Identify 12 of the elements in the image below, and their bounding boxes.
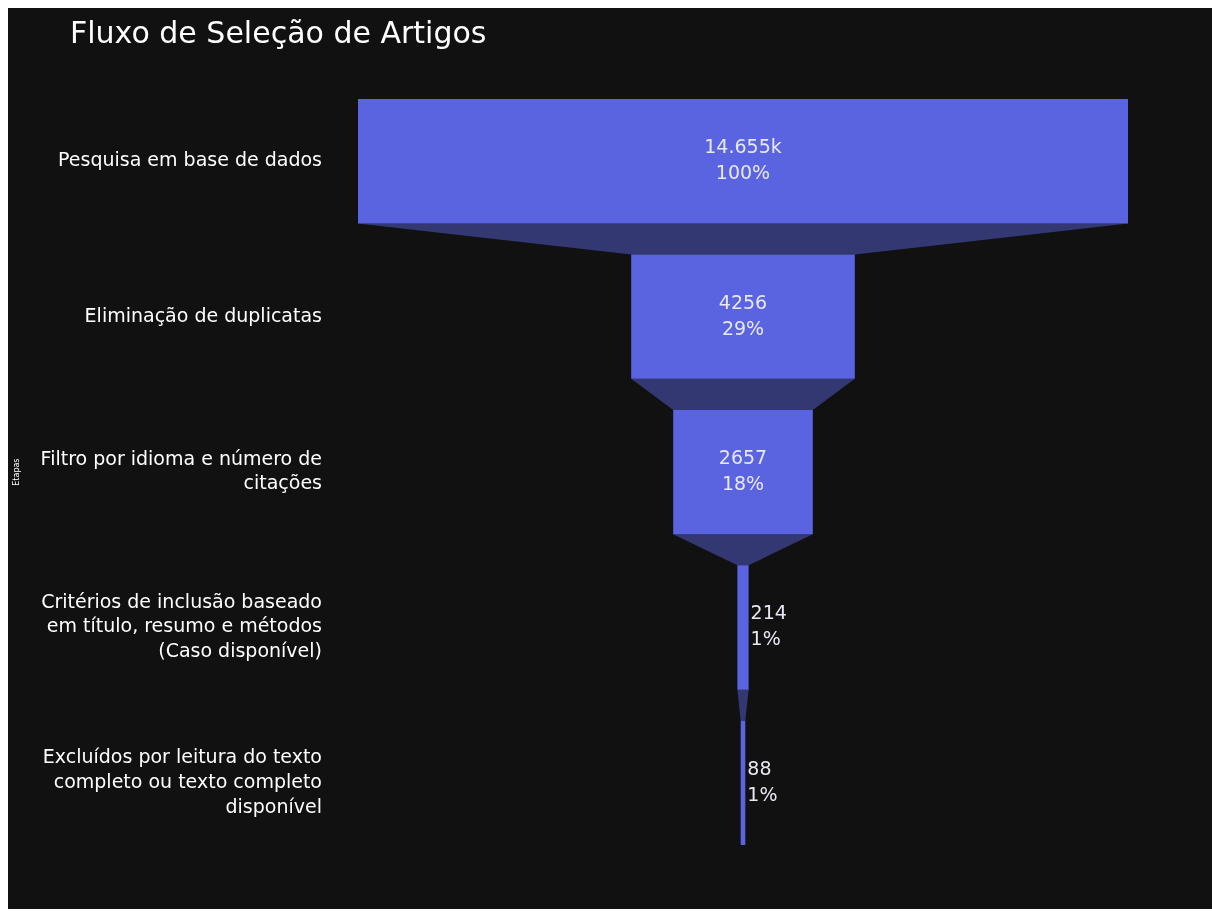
- data-label: 14.655k 100%: [704, 135, 782, 184]
- data-label: 4256 29%: [718, 290, 768, 339]
- category-label: Eliminação de duplicatas: [84, 303, 322, 326]
- category-label: Pesquisa em base de dados: [58, 148, 322, 171]
- category-label: Critérios de inclusão baseado em título, resumo e métodos (Caso disponível): [41, 589, 322, 662]
- data-label: 88 1%: [747, 756, 778, 805]
- text: Fluxo de Seleção de Artigos: [70, 14, 487, 50]
- category-label: Filtro por idioma e número de citações: [40, 446, 322, 494]
- text: Etapas: [11, 458, 21, 486]
- data-label: 214 1%: [750, 601, 787, 650]
- category-label: Excluídos por leitura do texto completo ou texto completo disponível: [42, 745, 322, 817]
- data-label: 2657 18%: [718, 446, 768, 495]
